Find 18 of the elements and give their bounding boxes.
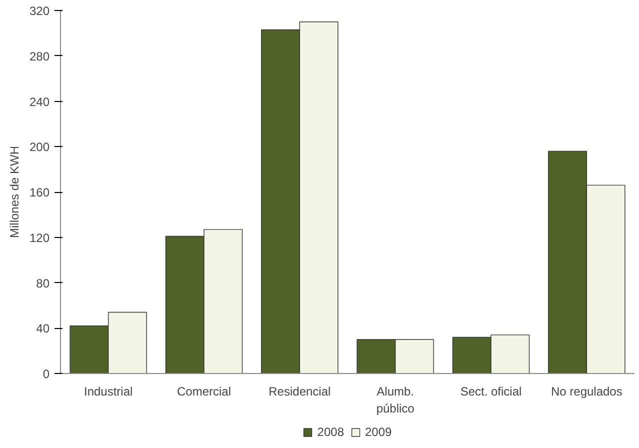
x-tick-label: Alumb. público xyxy=(376,384,415,416)
x-tick-label: No regulados xyxy=(550,384,622,398)
y-tick-label: 120 xyxy=(29,230,50,245)
legend-label: 2008 xyxy=(317,425,344,439)
x-tick-label: Comercial xyxy=(176,384,232,398)
y-tick-label: 240 xyxy=(29,94,50,109)
y-axis-title: Millones de KWH xyxy=(7,146,22,238)
y-tick-label: 200 xyxy=(29,140,50,154)
legend-label: 2009 xyxy=(365,425,392,439)
y-tick-label: 280 xyxy=(29,49,50,64)
y-tick-label: 40 xyxy=(36,322,50,336)
x-tick-label: Industrial xyxy=(84,384,133,398)
x-tick-label: Residencial xyxy=(268,384,331,398)
y-tick-label: 160 xyxy=(29,186,50,200)
x-tick-label: Sect. oficial xyxy=(460,384,522,398)
y-tick-label: 320 xyxy=(29,4,50,18)
y-tick-label: 80 xyxy=(36,276,50,290)
y-tick-label: 0 xyxy=(42,367,50,381)
